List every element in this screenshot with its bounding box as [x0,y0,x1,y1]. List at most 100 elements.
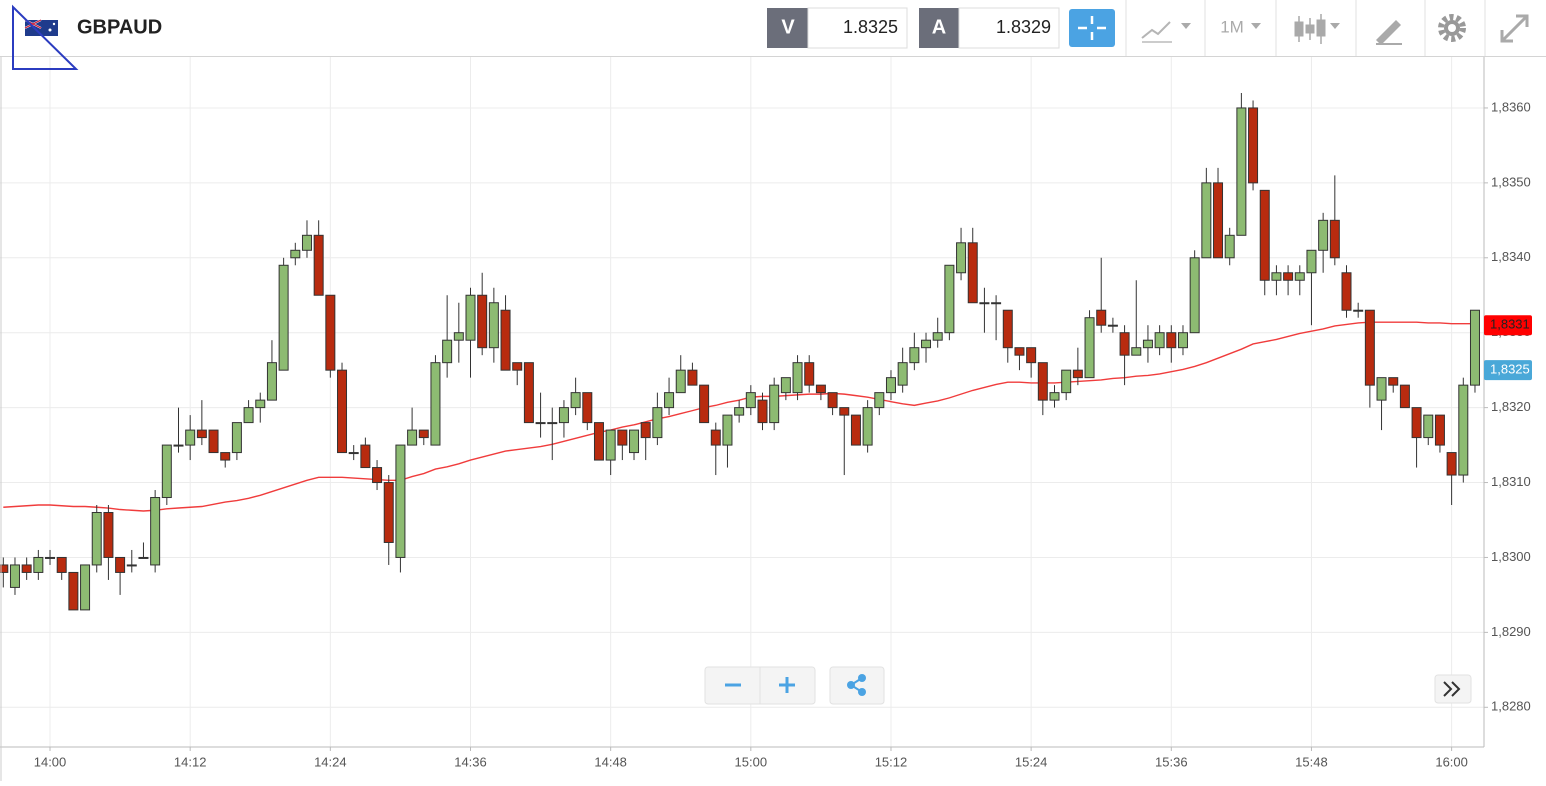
candle-body [500,309,511,371]
drawing-annotation[interactable] [12,4,79,70]
candle [1037,362,1048,416]
candle [1248,100,1259,191]
draw-tool-button[interactable] [1376,20,1402,45]
candle-body [1364,309,1375,386]
candle-body [465,294,476,341]
candle-body [664,392,675,409]
candle-body [956,242,967,274]
y-tick-label: 1,8300 [1491,549,1531,564]
x-tick-label: 14:12 [174,754,207,769]
candle [360,437,371,469]
candle [372,460,383,491]
candle-body [1002,309,1013,349]
crosshair-button[interactable] [1069,9,1115,47]
candle-body [839,407,850,416]
candle-body [407,429,418,446]
share-button[interactable] [829,666,885,705]
candle [313,220,324,296]
candle [699,384,710,424]
candle [909,332,920,371]
candle [1446,452,1457,506]
candle-body [173,444,184,447]
bid-label: V [781,16,795,38]
zoom-in-button[interactable] [779,677,795,693]
chart-type-button[interactable] [1294,14,1340,44]
fullscreen-button[interactable] [1500,14,1529,43]
price-marker-label: 1,8325 [1490,362,1530,377]
candle-body [91,512,102,566]
candle-body [348,452,359,455]
candle [1213,167,1224,259]
candle-body [1329,219,1340,259]
candle-body [722,414,733,446]
candle [944,264,955,341]
y-tick-label: 1,8360 [1491,99,1531,114]
zoom-controls [704,666,816,705]
candle-body [558,407,569,424]
candle-body [301,234,312,251]
candle-body [1014,347,1025,356]
candle [1364,309,1375,408]
candle [91,505,102,573]
candle-body [593,422,604,461]
candle [348,445,359,461]
price-marker [1484,360,1532,381]
y-tick-label: 1,8340 [1491,249,1531,264]
y-tick-label: 1,8290 [1491,624,1531,639]
candle-body [570,392,581,409]
candle-body [0,564,9,573]
timeframe-button[interactable]: 1M [1220,17,1261,36]
candle [500,295,511,371]
candle-body [161,444,172,499]
candle [1084,310,1095,379]
candle [991,295,1002,341]
candle-body [453,332,464,341]
candle-body [1411,407,1422,439]
candle [1107,317,1118,333]
candle-body [1049,392,1060,401]
y-tick-label: 1,8280 [1491,699,1531,714]
candle [231,422,242,461]
candle [734,400,745,423]
candle [115,556,126,595]
candle-body [979,302,990,305]
candle [477,272,488,356]
candle [640,422,651,461]
candle-body [944,264,955,334]
candle-body [266,362,277,401]
candle-body [1388,377,1399,386]
candle [885,370,896,401]
ask-box[interactable]: A 1.8329 [919,7,1060,49]
candle [1283,265,1294,296]
candle [1177,325,1188,356]
candle-body [815,384,826,394]
bid-box[interactable]: V 1.8325 [767,7,908,49]
candle [745,385,756,416]
indicator-button[interactable] [1141,21,1191,43]
candle-body [1084,317,1095,379]
bid-price: 1.8325 [843,17,898,37]
y-tick-label: 1,8350 [1491,174,1531,189]
candle [523,362,534,424]
candle [301,220,312,258]
candles [0,92,1480,611]
candle-body [932,332,943,341]
candle-body [442,339,453,364]
candle-body [1236,107,1247,236]
scroll-end-button[interactable] [1434,674,1472,704]
candle [1399,384,1410,409]
candle-body [512,362,523,371]
candle-body [126,564,137,567]
candle-body [477,294,488,349]
candle-body [243,407,254,424]
candle-body [967,242,978,304]
candle [1434,414,1445,453]
settings-button[interactable] [1438,14,1466,42]
candle [418,429,429,446]
candle [1458,377,1469,483]
candle [1236,92,1247,236]
candle [512,362,523,386]
candle [1002,309,1013,363]
